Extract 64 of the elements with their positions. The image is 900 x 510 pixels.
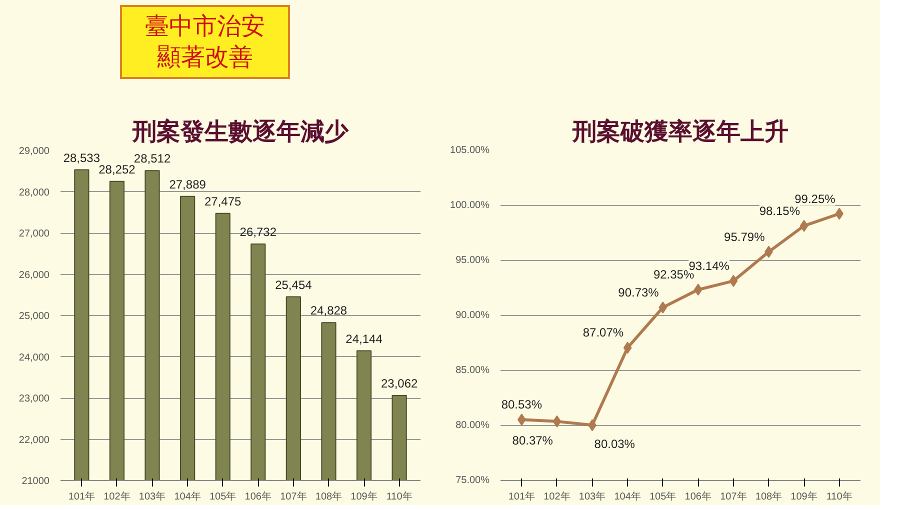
x-tick-label: 107年 (720, 490, 747, 502)
point (552, 415, 562, 428)
data-label: 25,454 (275, 278, 312, 292)
x-tick-label: 104年 (614, 490, 641, 502)
y-tick-label: 105.00% (450, 145, 490, 156)
data-label: 28,512 (134, 152, 171, 166)
x-tick-label: 109年 (350, 490, 378, 502)
x-tick-label: 101年 (68, 490, 96, 502)
data-label: 90.73% (618, 285, 660, 300)
x-tick-label: 104年 (174, 490, 201, 502)
data-label: 80.03% (594, 437, 636, 452)
x-tick-label: 101年 (508, 490, 536, 502)
x-tick-label: 110年 (826, 490, 852, 502)
data-label: 28,533 (63, 150, 100, 165)
x-tick-label: 110年 (386, 490, 412, 502)
y-tick-label: 26,000 (18, 270, 50, 281)
y-tick-label: 21000 (22, 476, 50, 487)
x-tick-label: 108年 (755, 490, 782, 502)
x-tick-label: 105年 (650, 490, 676, 502)
y-tick-label: 23,000 (18, 394, 50, 404)
x-tick-label: 109年 (790, 490, 818, 502)
data-label: 23,062 (380, 376, 418, 390)
data-label: 99.25% (794, 192, 836, 206)
y-tick-label: 25,000 (18, 311, 50, 322)
data-label: 28,252 (98, 162, 136, 176)
point (658, 301, 668, 314)
data-label: 26,732 (240, 225, 277, 240)
y-tick-label: 95.00% (456, 255, 490, 266)
data-label: 27,889 (169, 177, 206, 192)
data-label: 24,144 (346, 332, 383, 346)
x-tick-label: 106年 (684, 490, 712, 502)
chart-title: 刑案發生數逐年減少 (132, 118, 350, 146)
point (694, 284, 702, 296)
y-tick-label: 75.00% (456, 475, 490, 486)
point (800, 220, 808, 232)
y-tick-label: 100.00% (450, 200, 490, 211)
x-tick-label: 106年 (244, 490, 272, 502)
x-tick-label: 108年 (315, 490, 342, 502)
x-tick-label: 105年 (210, 490, 236, 502)
y-tick-label: 80.00% (456, 420, 490, 431)
y-tick-label: 22,000 (18, 434, 50, 446)
data-label: 24,828 (310, 304, 348, 318)
data-label: 27,475 (204, 194, 242, 208)
x-tick-label: 102年 (104, 490, 130, 502)
y-tick-label: 24,000 (18, 352, 50, 364)
text: 臺中市治安顯著改善 (120, 5, 290, 80)
x-tick-label: 107年 (280, 490, 307, 502)
data-label: 98.15% (759, 204, 800, 218)
data-label: 87.07% (582, 326, 624, 340)
y-tick-label: 28,000 (18, 187, 50, 198)
x-tick-label: 103年 (138, 490, 166, 502)
data-label: 80.37% (512, 433, 554, 448)
y-tick-label: 29,000 (18, 146, 50, 157)
point (623, 342, 632, 354)
data-label: 80.53% (501, 398, 542, 412)
y-tick-label: 90.00% (456, 310, 490, 321)
point (729, 274, 738, 287)
x-tick-label: 102年 (544, 490, 570, 502)
y-tick-label: 27,000 (18, 228, 50, 240)
data-label: 93.14% (688, 258, 730, 273)
x-tick-label: 103年 (578, 490, 606, 502)
data-label: 95.79% (724, 230, 766, 244)
chart-title: 刑案破獲率逐年上升 (572, 118, 788, 146)
y-tick-label: 85.00% (456, 365, 490, 376)
